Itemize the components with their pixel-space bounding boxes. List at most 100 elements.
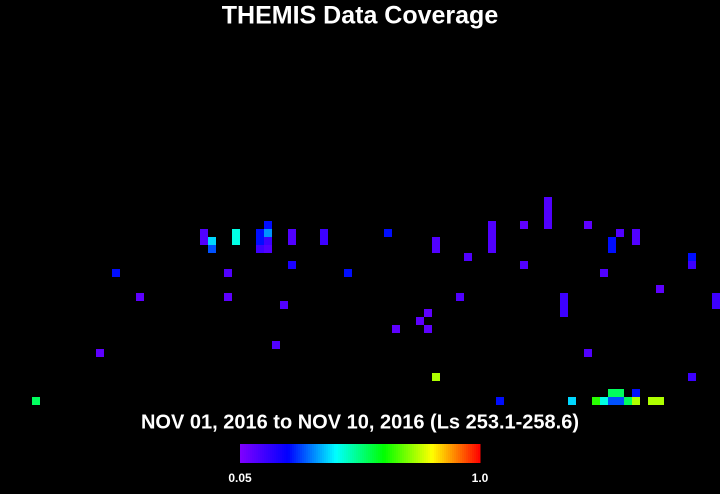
- coverage-cell: [656, 285, 664, 293]
- colorbar-strip: [262, 444, 265, 463]
- colorbar-strip: [396, 444, 399, 463]
- colorbar-strip: [468, 444, 471, 463]
- coverage-cell: [256, 229, 264, 237]
- colorbar-strip: [266, 444, 269, 463]
- colorbar-strip: [290, 444, 293, 463]
- colorbar-strip: [382, 444, 385, 463]
- colorbar-strip: [340, 444, 343, 463]
- colorbar-strip: [362, 444, 365, 463]
- colorbar-strip: [334, 444, 337, 463]
- colorbar-strip: [316, 444, 319, 463]
- coverage-cell: [256, 245, 264, 253]
- colorbar-strip: [268, 444, 271, 463]
- coverage-cell: [688, 261, 696, 269]
- coverage-cell: [624, 397, 632, 405]
- colorbar-strip: [470, 444, 473, 463]
- colorbar-strip: [478, 444, 481, 463]
- coverage-cell: [432, 237, 440, 245]
- colorbar-strip: [242, 444, 245, 463]
- colorbar-strip: [426, 444, 429, 463]
- colorbar-strip: [418, 444, 421, 463]
- colorbar-strip: [402, 444, 405, 463]
- coverage-cell: [208, 237, 216, 245]
- coverage-cell: [288, 237, 296, 245]
- colorbar-strip: [388, 444, 391, 463]
- coverage-cell: [632, 229, 640, 237]
- colorbar-strip: [240, 444, 243, 463]
- colorbar-strip: [462, 444, 465, 463]
- colorbar-strip: [386, 444, 389, 463]
- colorbar-strip: [444, 444, 447, 463]
- colorbar-strip: [304, 444, 307, 463]
- colorbar-strip: [328, 444, 331, 463]
- coverage-cell: [568, 397, 576, 405]
- coverage-cell: [488, 237, 496, 245]
- colorbar-strip: [330, 444, 333, 463]
- colorbar-strip: [460, 444, 463, 463]
- colorbar-strip: [322, 444, 325, 463]
- colorbar-strip: [292, 444, 295, 463]
- colorbar-strip: [394, 444, 397, 463]
- coverage-cell: [544, 221, 552, 229]
- coverage-cell: [560, 309, 568, 317]
- coverage-cell: [608, 389, 616, 397]
- colorbar-strip: [370, 444, 373, 463]
- colorbar-strip: [326, 444, 329, 463]
- coverage-cell: [232, 237, 240, 245]
- colorbar-strip: [436, 444, 439, 463]
- coverage-cell: [432, 245, 440, 253]
- colorbar-strip: [454, 444, 457, 463]
- colorbar-strip: [248, 444, 251, 463]
- colorbar-strip: [274, 444, 277, 463]
- coverage-cell: [464, 253, 472, 261]
- coverage-cell: [288, 229, 296, 237]
- colorbar-strip: [246, 444, 249, 463]
- coverage-cell: [488, 221, 496, 229]
- colorbar-strip: [280, 444, 283, 463]
- coverage-cell: [616, 229, 624, 237]
- colorbar-strip: [452, 444, 455, 463]
- colorbar-strip: [352, 444, 355, 463]
- colorbar-strip: [414, 444, 417, 463]
- colorbar-strip: [258, 444, 261, 463]
- coverage-cell: [688, 253, 696, 261]
- coverage-cell: [560, 293, 568, 301]
- colorbar-strip: [278, 444, 281, 463]
- colorbar-strip: [450, 444, 453, 463]
- colorbar-strip: [360, 444, 363, 463]
- colorbar-strip: [420, 444, 423, 463]
- colorbar-strip: [430, 444, 433, 463]
- coverage-cell: [224, 293, 232, 301]
- coverage-cell: [520, 221, 528, 229]
- colorbar-strip: [392, 444, 395, 463]
- colorbar-strip: [244, 444, 247, 463]
- colorbar-strip: [282, 444, 285, 463]
- colorbar-strip: [406, 444, 409, 463]
- colorbar-strip: [300, 444, 303, 463]
- colorbar-strip: [320, 444, 323, 463]
- colorbar-strip: [348, 444, 351, 463]
- colorbar-strip: [398, 444, 401, 463]
- coverage-cell: [592, 397, 600, 405]
- coverage-cell: [488, 245, 496, 253]
- colorbar-strip: [338, 444, 341, 463]
- colorbar-strip: [250, 444, 253, 463]
- coverage-cell: [200, 237, 208, 245]
- colorbar-strip: [424, 444, 427, 463]
- colorbar-strip: [458, 444, 461, 463]
- colorbar-strip: [318, 444, 321, 463]
- colorbar-strip: [404, 444, 407, 463]
- coverage-cell: [432, 373, 440, 381]
- coverage-cell: [616, 397, 624, 405]
- coverage-cell: [392, 325, 400, 333]
- coverage-cell: [688, 373, 696, 381]
- coverage-cell: [496, 397, 504, 405]
- colorbar-strip: [298, 444, 301, 463]
- colorbar-strip: [254, 444, 257, 463]
- colorbar-strip: [422, 444, 425, 463]
- colorbar-strip: [438, 444, 441, 463]
- coverage-cell: [560, 301, 568, 309]
- coverage-cell: [96, 349, 104, 357]
- colorbar-strip: [412, 444, 415, 463]
